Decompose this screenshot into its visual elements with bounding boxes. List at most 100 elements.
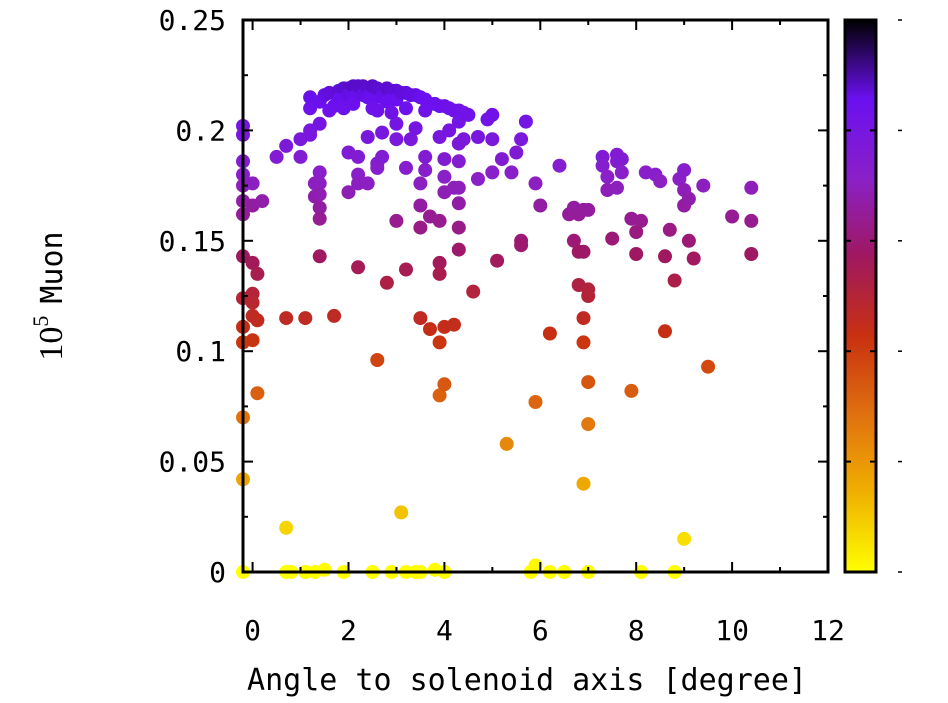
- data-point: [451, 154, 466, 169]
- x-tick-label: 2: [340, 614, 357, 647]
- data-point: [451, 196, 466, 211]
- data-point: [576, 244, 591, 259]
- data-point: [600, 169, 615, 184]
- data-point: [485, 107, 500, 122]
- data-point: [461, 107, 476, 122]
- y-axis-label-base: 10: [33, 327, 70, 361]
- data-point: [576, 311, 591, 326]
- data-point: [432, 388, 447, 403]
- data-point: [581, 417, 596, 432]
- data-point: [351, 176, 366, 191]
- data-point: [581, 289, 596, 303]
- data-point: [605, 231, 620, 246]
- data-point: [610, 180, 624, 195]
- data-point: [471, 130, 485, 144]
- data-point: [653, 174, 668, 189]
- data-point: [437, 169, 452, 184]
- data-point: [394, 505, 409, 520]
- data-point: [403, 132, 418, 147]
- data-point: [614, 152, 629, 167]
- y-tick-label: 0: [209, 556, 226, 589]
- x-tick-label: 10: [715, 614, 749, 647]
- data-point: [528, 395, 543, 409]
- data-point: [245, 176, 260, 191]
- data-point: [552, 158, 567, 173]
- data-point: [279, 520, 294, 535]
- data-point: [533, 198, 548, 213]
- data-point: [408, 121, 423, 136]
- data-point: [303, 127, 318, 142]
- data-point: [677, 163, 692, 178]
- data-point: [432, 266, 447, 281]
- axis-ticks: [243, 19, 829, 573]
- data-point: [437, 377, 452, 392]
- data-point: [312, 200, 327, 215]
- data-point: [542, 326, 557, 341]
- data-point: [423, 322, 437, 337]
- data-point: [662, 222, 677, 237]
- data-point: [389, 213, 404, 228]
- data-point: [677, 531, 692, 546]
- data-point: [399, 262, 413, 277]
- data-point: [360, 176, 375, 191]
- data-point: [389, 132, 404, 147]
- y-tick-label: 0.2: [175, 114, 226, 147]
- data-point: [341, 185, 356, 200]
- data-point: [418, 163, 433, 178]
- data-point: [250, 386, 265, 401]
- data-point: [504, 165, 519, 180]
- data-point: [370, 353, 385, 367]
- y-tick-label: 0.25: [159, 4, 226, 37]
- data-point: [744, 247, 759, 261]
- y-tick-label: 0.15: [159, 225, 226, 258]
- y-axis-label: 105 Muon: [28, 231, 70, 360]
- data-point: [370, 160, 385, 175]
- data-point: [250, 313, 265, 328]
- data-point: [451, 242, 466, 257]
- data-point: [317, 562, 332, 577]
- data-point: [667, 273, 682, 288]
- x-tick-label: 0: [244, 614, 261, 647]
- data-point: [413, 198, 428, 213]
- data-point: [490, 253, 505, 268]
- x-tick-labels: 0 2 4 6 8 10 12: [244, 614, 845, 647]
- data-point: [413, 311, 428, 326]
- data-point: [447, 317, 461, 332]
- data-point: [379, 275, 394, 290]
- data-point: [614, 165, 629, 180]
- data-point: [471, 172, 485, 186]
- data-point: [442, 123, 457, 138]
- data-point: [681, 191, 696, 206]
- data-point: [681, 233, 696, 248]
- colorbar: [843, 18, 878, 574]
- data-point: [658, 324, 672, 339]
- data-points: [236, 79, 759, 579]
- data-point: [456, 132, 471, 147]
- data-point: [629, 225, 644, 239]
- data-point: [399, 101, 413, 116]
- data-point: [576, 335, 591, 350]
- data-point: [485, 132, 500, 147]
- y-tick-label: 0.05: [159, 446, 226, 479]
- data-point: [245, 255, 260, 270]
- data-point: [269, 149, 284, 164]
- data-point: [360, 130, 375, 144]
- data-point: [370, 103, 385, 118]
- data-point: [581, 375, 596, 390]
- data-point: [245, 333, 260, 348]
- data-point: [312, 211, 327, 226]
- x-tick-label: 6: [532, 614, 549, 647]
- data-point: [312, 116, 327, 131]
- data-point: [298, 311, 313, 326]
- data-point: [418, 149, 433, 164]
- data-point: [514, 132, 529, 147]
- data-point: [432, 335, 447, 350]
- data-point: [413, 220, 428, 235]
- data-point: [327, 308, 342, 323]
- data-point: [255, 194, 270, 209]
- data-point: [485, 165, 500, 180]
- data-point: [399, 160, 413, 175]
- data-point: [375, 149, 390, 164]
- data-point: [389, 116, 404, 131]
